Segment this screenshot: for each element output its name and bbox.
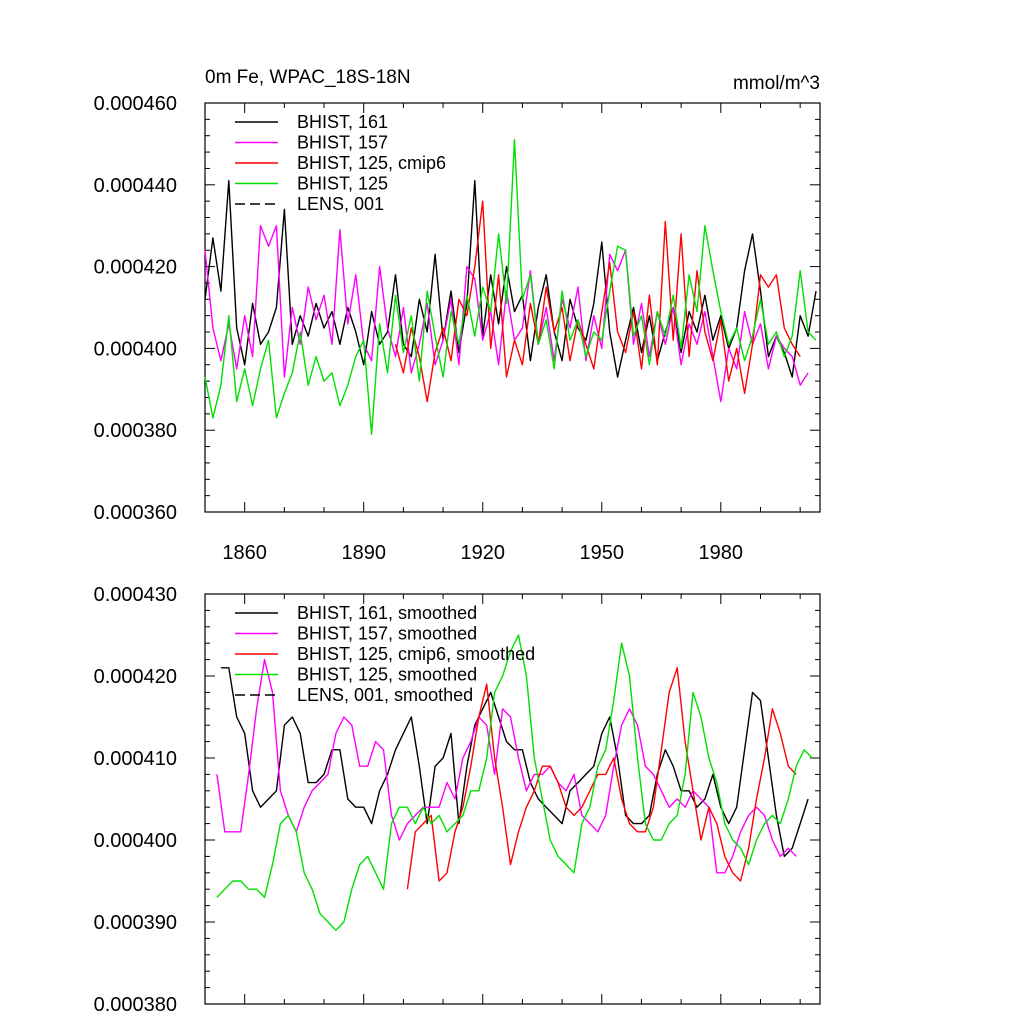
- bottom-panel: 0.000380 0.000390 0.000400 0.000410 0.000420…: [94, 584, 821, 1016]
- bottom-series-line-4: [216, 634, 813, 931]
- top-xtick-label: 1890: [341, 542, 386, 564]
- bottom-legend-label-4: BHIST, 125, smoothed: [297, 665, 477, 685]
- bottom-series-line-2: [216, 658, 797, 874]
- top-xtick-label: 1980: [699, 542, 744, 564]
- top-legend-label-5: LENS, 001: [297, 194, 384, 214]
- top-xtick-label: 1920: [460, 542, 505, 564]
- top-ytick-label: 0.000440: [94, 175, 177, 197]
- top-legend-label-3: BHIST, 125, cmip6: [297, 153, 446, 173]
- bottom-ytick-label: 0.000390: [94, 912, 177, 934]
- bottom-ytick-label: 0.000430: [94, 584, 177, 606]
- top-plot-frame: [204, 102, 821, 513]
- bottom-plot-frame: [204, 593, 821, 1005]
- bottom-legend-label-3: BHIST, 125, cmip6, smoothed: [297, 644, 535, 664]
- bottom-series-line-3: [406, 667, 797, 890]
- top-chart-units: mmol/m^3: [733, 73, 820, 94]
- top-ytick-label: 0.000420: [94, 257, 177, 279]
- bottom-series-line-1: [220, 667, 809, 858]
- top-xtick-label: 1860: [222, 542, 267, 564]
- bottom-ytick-label: 0.000380: [94, 994, 177, 1016]
- top-chart-title: 0m Fe, WPAC_18S-18N: [205, 67, 411, 88]
- top-ytick-label: 0.000380: [94, 420, 177, 442]
- top-series-line-4: [204, 139, 817, 435]
- bottom-legend-label-2: BHIST, 157, smoothed: [297, 624, 477, 644]
- top-ytick-label: 0.000360: [94, 502, 177, 524]
- top-ytick-label: 0.000400: [94, 338, 177, 360]
- top-ytick-label: 0.000460: [94, 93, 177, 115]
- top-legend-label-2: BHIST, 157: [297, 133, 388, 153]
- bottom-ytick-label: 0.000410: [94, 748, 177, 770]
- top-panel: 0m Fe, WPAC_18S-18N mmol/m^3 0.000360 0.0…: [94, 67, 821, 564]
- bottom-legend-label-1: BHIST, 161, smoothed: [297, 603, 477, 623]
- bottom-legend-label-5: LENS, 001, smoothed: [297, 685, 473, 705]
- bottom-ytick-label: 0.000400: [94, 830, 177, 852]
- top-legend-label-4: BHIST, 125: [297, 174, 388, 194]
- top-xtick-label: 1950: [580, 542, 625, 564]
- top-legend-label-1: BHIST, 161: [297, 112, 388, 132]
- top-series-line-1: [204, 179, 817, 378]
- top-series-line-3: [394, 200, 801, 403]
- bottom-ytick-label: 0.000420: [94, 666, 177, 688]
